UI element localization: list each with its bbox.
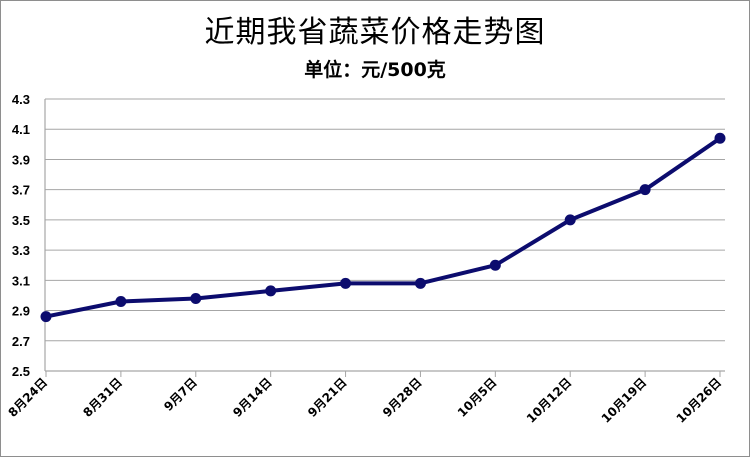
series-line — [44, 136, 722, 319]
y-tick-label: 3.3 — [12, 243, 30, 258]
data-point — [489, 259, 501, 271]
y-tick-label: 3.5 — [12, 213, 30, 228]
series-layer — [40, 132, 726, 323]
y-tick-label: 3.9 — [12, 152, 30, 167]
data-point — [639, 184, 651, 196]
y-tick-label: 2.5 — [12, 364, 30, 379]
y-tick-label: 2.7 — [12, 334, 30, 349]
y-tick-label: 2.9 — [12, 304, 30, 319]
x-tick-label: 10月19日 — [599, 375, 649, 425]
x-tick-label: 10月5日 — [455, 375, 500, 420]
axis-layer — [44, 99, 725, 377]
chart-subtitle: 单位：元/500克 — [304, 59, 446, 81]
data-point — [190, 292, 202, 304]
grid-layer — [45, 98, 725, 342]
x-tick-label: 8月31日 — [80, 375, 125, 420]
chart-title: 近期我省蔬菜价格走势图 — [204, 15, 546, 50]
data-point — [414, 277, 426, 289]
data-point — [40, 311, 52, 323]
x-tick-label: 9月7日 — [161, 375, 200, 414]
y-tick-label: 3.7 — [12, 183, 30, 198]
x-tick-label: 10月12日 — [524, 375, 574, 425]
y-tick-label: 3.1 — [12, 273, 30, 288]
x-tick-label: 9月28日 — [380, 375, 425, 420]
data-point — [564, 214, 576, 226]
data-point — [115, 295, 127, 307]
y-tick-labels: 2.5 2.7 2.9 3.1 3.3 3.5 3.7 3.9 4.1 4.3 — [12, 92, 30, 379]
data-point — [714, 132, 726, 144]
x-tick-labels: 8月24日 8月31日 9月7日 9月14日 9月21日 9月28日 10月5日 10月12日… — [6, 375, 725, 425]
x-tick-label: 8月24日 — [6, 375, 51, 420]
y-tick-label: 4.3 — [12, 92, 30, 107]
x-tick-label: 9月14日 — [230, 375, 275, 420]
data-point — [265, 285, 277, 297]
y-tick-label: 4.1 — [12, 122, 30, 137]
x-tick-label: 10月26日 — [674, 375, 724, 425]
x-tick-label: 9月21日 — [305, 375, 350, 420]
data-point — [340, 277, 352, 289]
